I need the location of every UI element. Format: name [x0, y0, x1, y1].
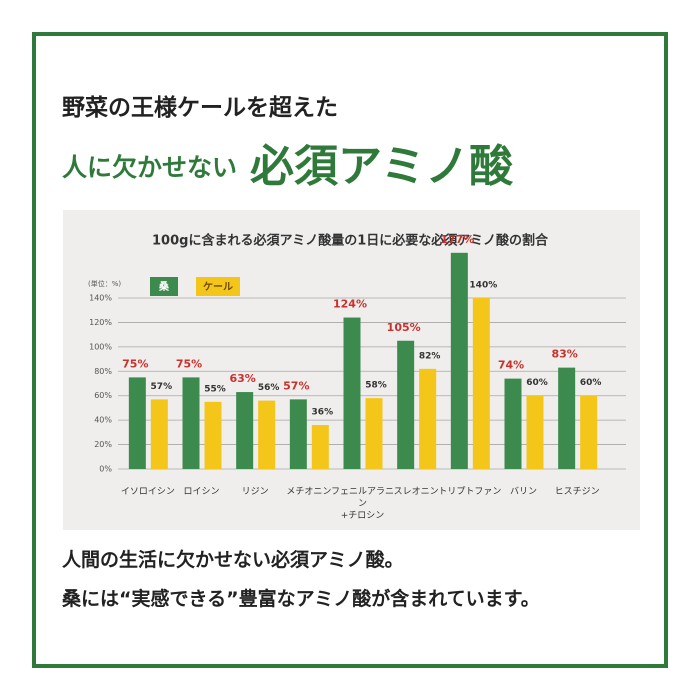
bar — [472, 298, 490, 469]
value-label: 60% — [580, 378, 602, 388]
value-label: 60% — [526, 378, 548, 388]
bar — [419, 368, 437, 469]
legend-swatch — [196, 277, 240, 296]
heading-line2a: 人に欠かせない — [62, 153, 238, 182]
y-tick-label: 100% — [89, 342, 112, 351]
x-tick-label: ロイシン — [183, 487, 220, 497]
bar — [365, 398, 383, 469]
bar — [343, 317, 361, 469]
value-label: 56% — [258, 383, 280, 393]
bar — [258, 400, 276, 469]
legend-swatch — [150, 277, 178, 296]
x-tick-label: リジン — [241, 487, 269, 497]
chart-title: 100gに含まれる必須アミノ酸量の1日に必要な必須アミノ酸の割合 — [152, 233, 549, 249]
legend-label: 桑 — [158, 281, 170, 293]
y-tick-label: 80% — [94, 367, 112, 376]
x-tick-label: フェニルアラニン +チロシン — [330, 487, 394, 521]
y-tick-label: 20% — [94, 440, 112, 449]
value-label: 57% — [283, 379, 309, 392]
x-tick-label: ヒスチジン — [554, 487, 600, 497]
bar — [504, 378, 522, 469]
y-tick-label: 40% — [94, 416, 112, 425]
value-label: 55% — [204, 384, 226, 394]
value-label: 83% — [551, 348, 577, 361]
legend-label: ケール — [203, 281, 233, 293]
footer-line1: 人間の生活に欠かせない必須アミノ酸。 — [62, 549, 404, 571]
heading-line2b: 必須アミノ酸 — [250, 141, 514, 192]
bar — [289, 399, 307, 469]
value-label: 75% — [176, 357, 202, 370]
value-label: 124% — [333, 298, 367, 311]
bar — [128, 377, 146, 469]
y-tick-label: 120% — [89, 318, 112, 327]
y-tick-label: 140% — [89, 294, 112, 303]
y-tick-label: 60% — [94, 391, 112, 400]
value-label: 82% — [419, 351, 441, 361]
y-tick-label: 0% — [99, 465, 112, 474]
bar — [526, 395, 544, 469]
value-label: 63% — [229, 372, 255, 385]
value-label: 58% — [365, 381, 387, 391]
bar — [182, 377, 200, 469]
x-tick-label: スレオニン — [393, 487, 439, 497]
x-tick-label: イソロイシン — [120, 487, 175, 497]
frame — [32, 32, 668, 668]
bar — [204, 401, 222, 469]
value-label: 74% — [498, 359, 524, 372]
unit-label: (単位：%) — [88, 279, 121, 288]
x-tick-label: トリプトファン — [438, 487, 502, 497]
bar — [311, 425, 329, 469]
value-label: 105% — [387, 321, 421, 334]
bar — [150, 399, 168, 469]
footer-line2: 桑には“実感できる”豊富なアミノ酸が含まれています。 — [62, 588, 540, 610]
bar — [450, 252, 468, 469]
bar — [236, 392, 254, 469]
value-label: 57% — [151, 382, 173, 392]
value-label: 177% — [440, 233, 474, 246]
x-tick-label: メチオニン — [286, 487, 332, 497]
bar — [580, 395, 598, 469]
value-label: 75% — [122, 357, 148, 370]
bar — [397, 340, 415, 469]
x-tick-label: バリン — [509, 487, 537, 497]
heading-line1: 野菜の王様ケールを超えた — [62, 95, 338, 121]
bar — [558, 367, 576, 469]
value-label: 140% — [469, 281, 497, 291]
value-label: 36% — [312, 408, 334, 418]
